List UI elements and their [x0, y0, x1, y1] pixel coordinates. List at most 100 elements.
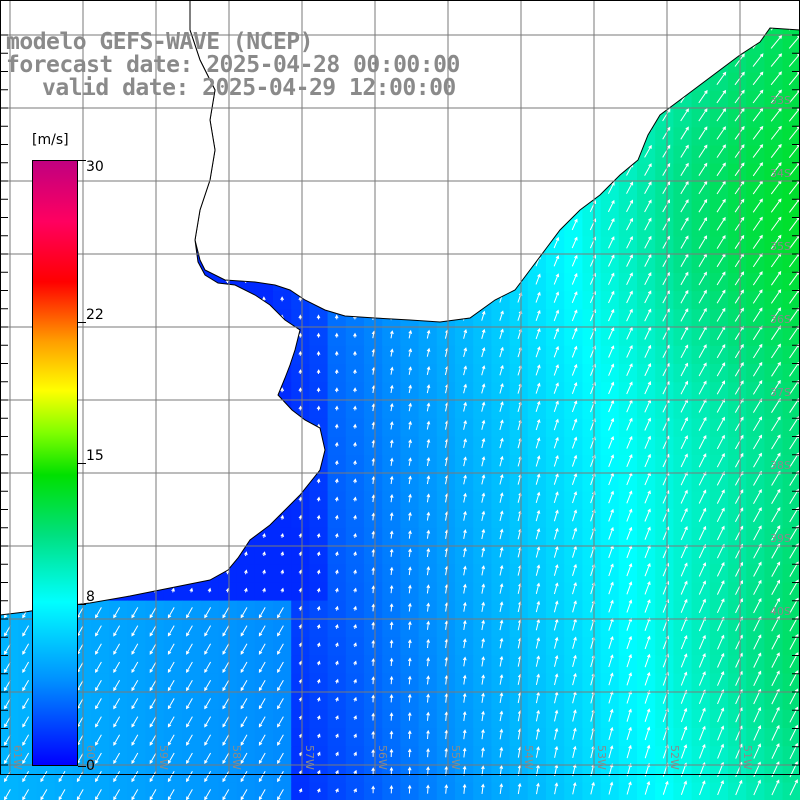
- wind-arrow: [335, 715, 339, 720]
- wind-arrow: [353, 733, 357, 739]
- wind-arrow: [277, 698, 284, 710]
- wind-arrow: [608, 726, 614, 741]
- latitude-label: 40S: [770, 605, 791, 618]
- wind-arrow: [481, 474, 486, 485]
- wind-arrow: [716, 507, 725, 523]
- wind-arrow: [535, 582, 541, 595]
- wind-arrow: [22, 643, 30, 655]
- wind-arrow: [644, 726, 651, 741]
- wind-arrow: [481, 656, 485, 667]
- wind-arrow: [716, 198, 726, 213]
- wind-arrow: [572, 582, 577, 595]
- wind-arrow: [390, 348, 394, 357]
- wind-arrow: [771, 670, 780, 687]
- latitude-label: 38S: [770, 459, 791, 472]
- wind-arrow: [222, 698, 230, 710]
- wind-arrow: [608, 490, 614, 504]
- wind-arrow: [680, 217, 689, 231]
- wind-arrow: [752, 125, 764, 140]
- wind-arrow: [499, 564, 504, 576]
- wind-arrow: [463, 510, 467, 521]
- wind-arrow: [626, 254, 633, 267]
- wind-arrow: [770, 53, 783, 67]
- wind-arrow: [390, 402, 394, 412]
- wind-arrow: [752, 144, 764, 158]
- wind-arrow: [644, 344, 652, 358]
- wind-arrow: [662, 126, 671, 140]
- wind-arrow: [699, 725, 706, 741]
- wind-arrow: [463, 365, 468, 376]
- wind-arrow: [535, 364, 541, 376]
- wind-arrow: [204, 625, 212, 637]
- wind-arrow: [499, 728, 504, 740]
- wind-arrow: [752, 53, 764, 67]
- wind-arrow: [407, 675, 412, 685]
- wind-arrow: [316, 696, 321, 702]
- wind-arrow: [407, 693, 412, 703]
- wind-arrow: [316, 715, 321, 720]
- wind-arrow: [186, 625, 193, 637]
- wind-arrow: [771, 597, 780, 614]
- wind-arrow: [240, 734, 248, 746]
- wind-arrow: [771, 452, 781, 468]
- wind-arrow: [426, 547, 431, 557]
- wind-arrow: [334, 369, 339, 375]
- wind-arrow: [463, 401, 467, 412]
- wind-arrow: [481, 328, 486, 339]
- wind-arrow: [389, 475, 394, 485]
- wind-arrow: [698, 344, 707, 359]
- wind-arrow: [499, 601, 504, 613]
- wind-arrow: [408, 348, 413, 357]
- wind-arrow: [371, 658, 376, 666]
- wind-arrow: [371, 749, 376, 757]
- wind-arrow: [316, 551, 321, 557]
- wind-arrow: [167, 698, 175, 710]
- wind-arrow: [716, 434, 725, 450]
- wind-arrow: [753, 706, 762, 723]
- wind-arrow: [481, 728, 485, 740]
- wind-arrow: [240, 679, 248, 692]
- wind-arrow: [607, 181, 615, 194]
- longitude-label: 54W: [522, 745, 535, 770]
- wind-arrow: [408, 566, 412, 576]
- wind-arrow: [644, 617, 651, 631]
- wind-arrow: [771, 488, 781, 504]
- wind-arrow: [149, 752, 157, 765]
- wind-arrow: [626, 326, 633, 340]
- wind-arrow: [752, 343, 763, 359]
- wind-arrow: [734, 380, 744, 395]
- wind-arrow: [698, 362, 707, 377]
- wind-arrow: [481, 365, 486, 376]
- wind-arrow: [22, 698, 30, 710]
- wind-arrow: [95, 716, 102, 728]
- wind-arrow: [771, 507, 781, 523]
- wind-arrow: [499, 437, 504, 449]
- wind-arrow: [280, 387, 285, 393]
- wind-arrow: [371, 548, 376, 557]
- wind-arrow: [95, 734, 102, 746]
- wind-arrow: [626, 344, 633, 358]
- colorbar-tick-mark: [78, 463, 86, 464]
- wind-arrow: [462, 692, 467, 703]
- wind-arrow: [149, 716, 157, 728]
- wind-arrow: [699, 743, 706, 759]
- wind-arrow: [335, 551, 339, 557]
- wind-arrow: [426, 475, 431, 485]
- wind-arrow: [426, 365, 431, 376]
- wind-arrow: [553, 491, 559, 504]
- wind-arrow: [734, 362, 744, 377]
- wind-arrow: [222, 679, 230, 692]
- wind-arrow: [644, 708, 651, 722]
- wind-arrow: [389, 512, 394, 521]
- wind-arrow: [626, 199, 633, 213]
- wind-arrow: [571, 291, 578, 303]
- wind-arrow: [753, 488, 762, 504]
- wind-arrow: [716, 216, 726, 231]
- wind-arrow: [771, 416, 781, 432]
- wind-arrow: [553, 600, 559, 613]
- wind-arrow: [462, 711, 467, 722]
- wind-arrow: [353, 660, 357, 666]
- longitude-label: 51W: [741, 745, 754, 770]
- wind-arrow: [222, 661, 230, 674]
- wind-arrow: [335, 532, 339, 538]
